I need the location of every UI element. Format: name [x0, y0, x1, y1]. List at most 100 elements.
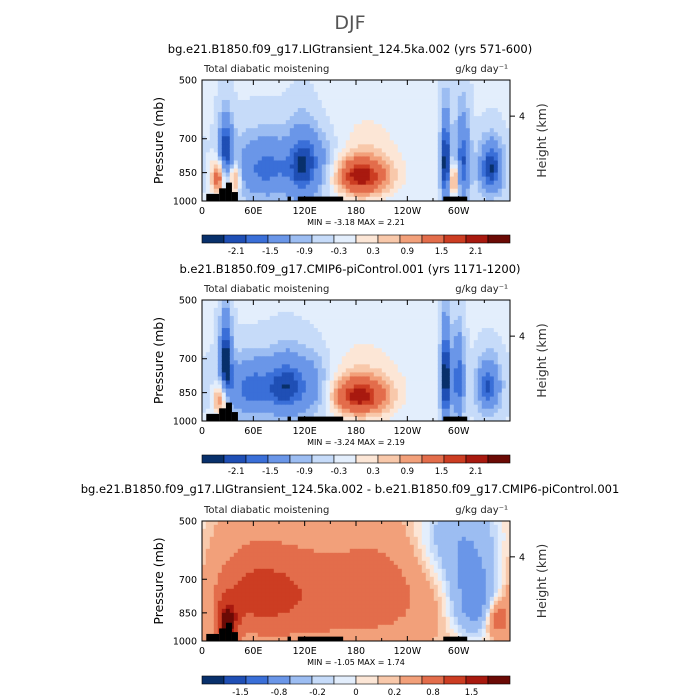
heatmap-cell [489, 352, 495, 357]
heatmap-cell [209, 400, 215, 406]
heatmap-cell [237, 188, 243, 194]
heatmap-cell [221, 604, 227, 610]
heatmap-cell [229, 124, 235, 129]
heatmap-cell [237, 328, 243, 333]
heatmap-cell [229, 184, 235, 190]
heatmap-cell [297, 300, 303, 305]
heatmap-cell [273, 120, 279, 125]
heatmap-cell [481, 176, 487, 182]
heatmap-cell [217, 564, 223, 570]
heatmap-cell [389, 156, 395, 161]
heatmap-cell [505, 172, 510, 178]
heatmap-cell [437, 140, 443, 145]
heatmap-cell [477, 148, 483, 153]
heatmap-cell [361, 412, 367, 418]
heatmap-cell [205, 148, 211, 153]
heatmap-cell [365, 148, 371, 153]
heatmap-cell [249, 380, 255, 385]
heatmap-cell [409, 120, 415, 125]
heatmap-cell [225, 364, 231, 369]
heatmap-cell [489, 328, 495, 333]
heatmap-cell [245, 319, 251, 325]
heatmap-cell [265, 148, 271, 153]
heatmap-cell [301, 344, 307, 349]
heatmap-cell [405, 300, 411, 305]
heatmap-cell [389, 104, 395, 109]
heatmap-cell [385, 392, 391, 398]
heatmap-cell [321, 144, 327, 149]
heatmap-cell [241, 319, 247, 325]
heatmap-cell [421, 116, 427, 121]
heatmap-cell [221, 396, 227, 402]
heatmap-cell [345, 319, 351, 325]
heatmap-cell [349, 148, 355, 153]
heatmap-cell [469, 388, 475, 394]
heatmap-cell [205, 380, 211, 385]
heatmap-cell [425, 112, 431, 117]
heatmap-cell [437, 376, 443, 381]
heatmap-cell [209, 628, 215, 634]
heatmap-cell [229, 108, 235, 113]
heatmap-cell [389, 108, 395, 113]
heatmap-cell [485, 80, 491, 85]
heatmap-cell [341, 164, 347, 170]
heatmap-cell [473, 140, 479, 145]
heatmap-cell [325, 132, 331, 137]
heatmap-cell [377, 172, 383, 178]
heatmap-cell [277, 140, 283, 145]
heatmap-cell [465, 112, 471, 117]
heatmap-cell [481, 356, 487, 361]
heatmap-cell [405, 307, 411, 313]
heatmap-cell [237, 168, 243, 174]
panel-title: b.e21.B1850.f09_g17.CMIP6-piControl.001 … [179, 262, 520, 276]
heatmap-cell [393, 416, 399, 421]
heatmap-cell [449, 176, 455, 182]
heatmap-cell [493, 384, 499, 390]
heatmap-cell [217, 307, 223, 313]
heatmap-cell [337, 376, 343, 381]
heatmap-cell [477, 380, 483, 385]
heatmap-cell [241, 168, 247, 174]
heatmap-cell [433, 303, 439, 309]
heatmap-cell [217, 404, 223, 410]
heatmap-cell [213, 324, 219, 329]
heatmap-cell [445, 340, 451, 345]
heatmap-cell [353, 408, 359, 414]
heatmap-cell [437, 80, 443, 85]
heatmap-cell [389, 336, 395, 341]
heatmap-cell [381, 368, 387, 373]
heatmap-cell [377, 408, 383, 414]
heatmap-cell [229, 328, 235, 333]
heatmap-cell [229, 315, 235, 321]
heatmap-cell [373, 120, 379, 125]
heatmap-cell [457, 400, 463, 406]
heatmap-cell [393, 140, 399, 145]
heatmap-cell [465, 400, 471, 406]
heatmap-cell [449, 344, 455, 349]
heatmap-cell [457, 188, 463, 194]
heatmap-cell [381, 372, 387, 377]
heatmap-cell [429, 168, 435, 174]
heatmap-cell [257, 196, 263, 201]
heatmap-cell [245, 148, 251, 153]
heatmap-cell [357, 300, 363, 305]
heatmap-cell [225, 116, 231, 121]
heatmap-cell [401, 311, 407, 317]
heatmap-cell [281, 400, 287, 406]
heatmap-cell [217, 384, 223, 390]
heatmap-cell [202, 87, 207, 93]
heatmap-cell [337, 188, 343, 194]
heatmap-cell [473, 315, 479, 321]
heatmap-cell [213, 404, 219, 410]
heatmap-cell [413, 315, 419, 321]
heatmap-cell [377, 160, 383, 165]
heatmap-cell [361, 416, 367, 421]
heatmap-cell [397, 300, 403, 305]
heatmap-cell [465, 156, 471, 161]
heatmap-cell [253, 124, 259, 129]
heatmap-cell [202, 596, 207, 602]
heatmap-cell [425, 104, 431, 109]
heatmap-cell [265, 120, 271, 125]
y-axis-label: Pressure (mb) [151, 317, 166, 404]
heatmap-cell [333, 180, 339, 186]
